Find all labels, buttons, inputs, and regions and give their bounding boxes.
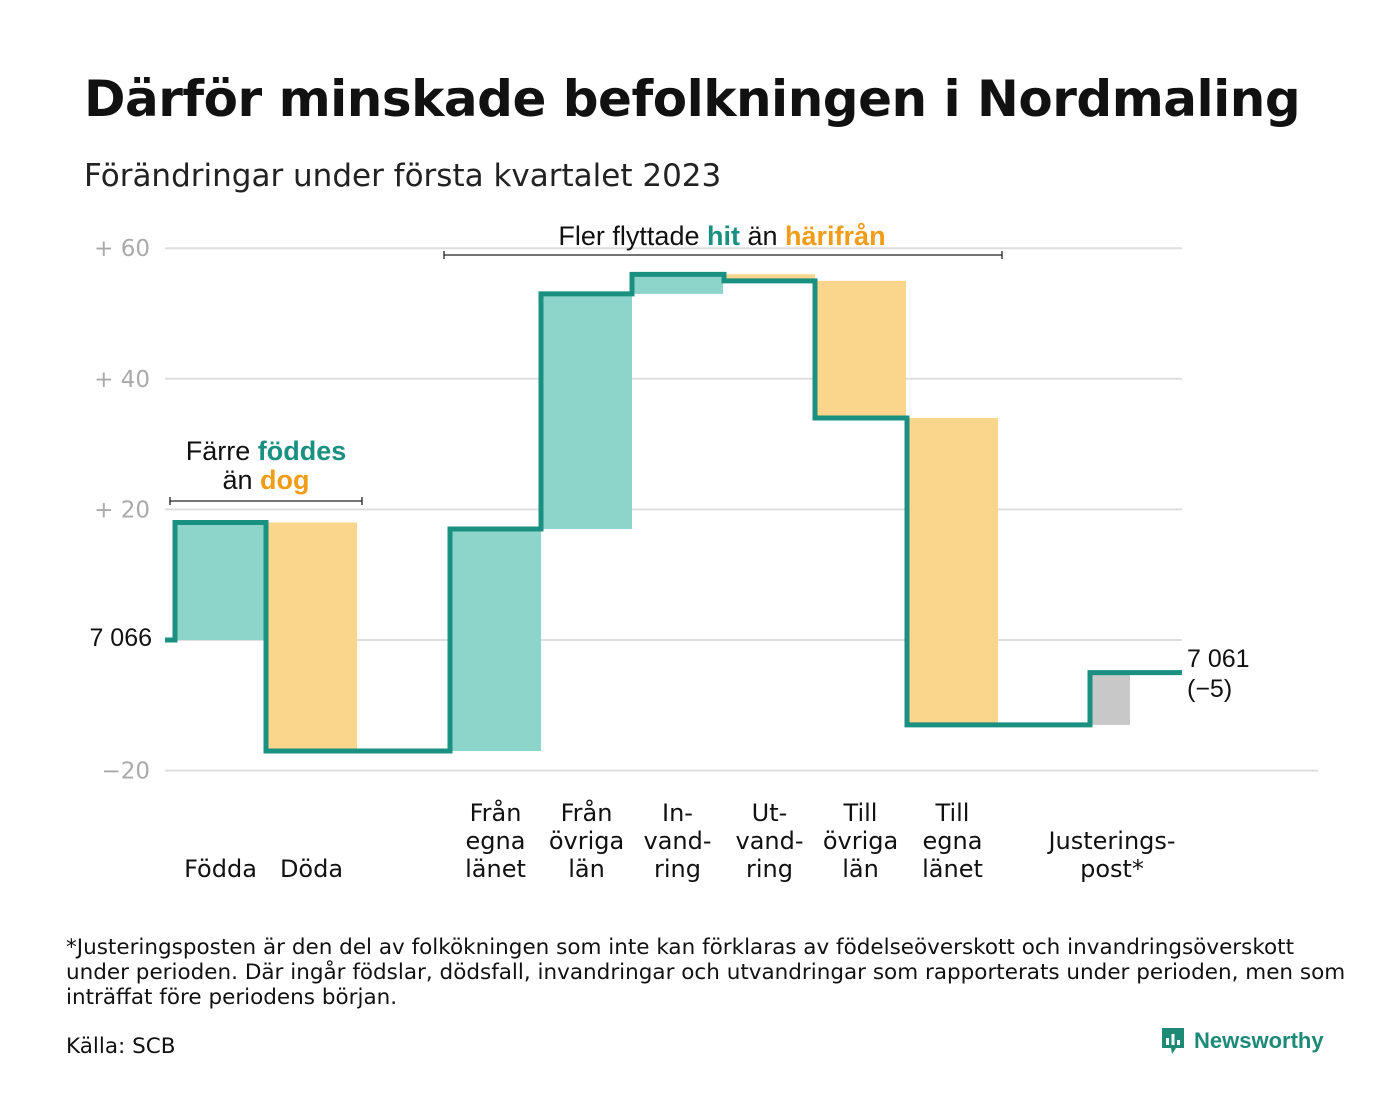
end-value-label: 7 061: [1187, 645, 1250, 673]
annotation-births-bracket: [169, 497, 363, 505]
step-line: [165, 271, 1182, 754]
y-tick-label: + 20: [94, 497, 150, 523]
y-tick-label: −20: [101, 759, 150, 785]
category-label: Justerings-: [1046, 827, 1175, 855]
chart-subtitle: Förändringar under första kvartalet 2023: [84, 158, 722, 194]
bar: [541, 293, 632, 529]
category-label: Födda: [184, 855, 257, 883]
bar: [907, 417, 998, 725]
category-label: egna: [923, 827, 983, 855]
category-label: länet: [465, 855, 526, 883]
bars: [175, 274, 1130, 752]
y-tick-label: + 40: [94, 367, 150, 393]
category-label: länet: [922, 855, 983, 883]
newsworthy-logo-icon: [1162, 1028, 1184, 1054]
source-label: Källa: SCB: [66, 1034, 176, 1059]
category-label: In-: [662, 799, 693, 827]
chart-title: Därför minskade befolkningen i Nordmalin…: [84, 70, 1301, 128]
category-label: Ut-: [752, 799, 788, 827]
annotation-migration-bracket: [443, 251, 1003, 259]
category-label: Till: [935, 799, 970, 827]
category-label: Till: [843, 799, 878, 827]
step-line-group: [165, 271, 1182, 754]
bar: [815, 280, 906, 418]
bar: [1090, 672, 1130, 725]
bar: [632, 274, 723, 294]
annotation-births-line2: än dog: [222, 465, 309, 495]
bar: [450, 528, 541, 752]
category-label: post*: [1080, 855, 1144, 883]
footnote: *Justeringsposten är den del av folkökni…: [66, 935, 1346, 1010]
category-label: vand-: [643, 827, 711, 855]
category-label: vand-: [735, 827, 803, 855]
category-label: Döda: [280, 855, 343, 883]
brand-name: Newsworthy: [1194, 1028, 1324, 1053]
category-label: övriga: [549, 827, 624, 855]
category-label: ring: [746, 855, 793, 883]
annotation-births-line1: Färre föddes: [186, 436, 347, 466]
category-label: län: [842, 855, 879, 883]
labels: Födda DödaFrånegnalänetFrånövrigalänIn-va…: [89, 221, 1249, 883]
category-label: egna: [466, 827, 526, 855]
category-label: övriga: [823, 827, 898, 855]
category-label: län: [568, 855, 605, 883]
annotation-migration: Fler flyttade hit än härifrån: [558, 221, 885, 251]
category-label: ring: [654, 855, 701, 883]
bar: [266, 522, 357, 752]
category-label: Från: [470, 798, 522, 827]
brand-logo: Newsworthy: [1160, 1026, 1324, 1056]
bar: [175, 522, 266, 640]
bar: [724, 274, 815, 281]
category-label: Från: [561, 798, 613, 827]
end-change-label: (−5): [1187, 675, 1232, 703]
start-value-label: 7 066: [89, 624, 152, 652]
y-tick-label: + 60: [94, 236, 150, 262]
